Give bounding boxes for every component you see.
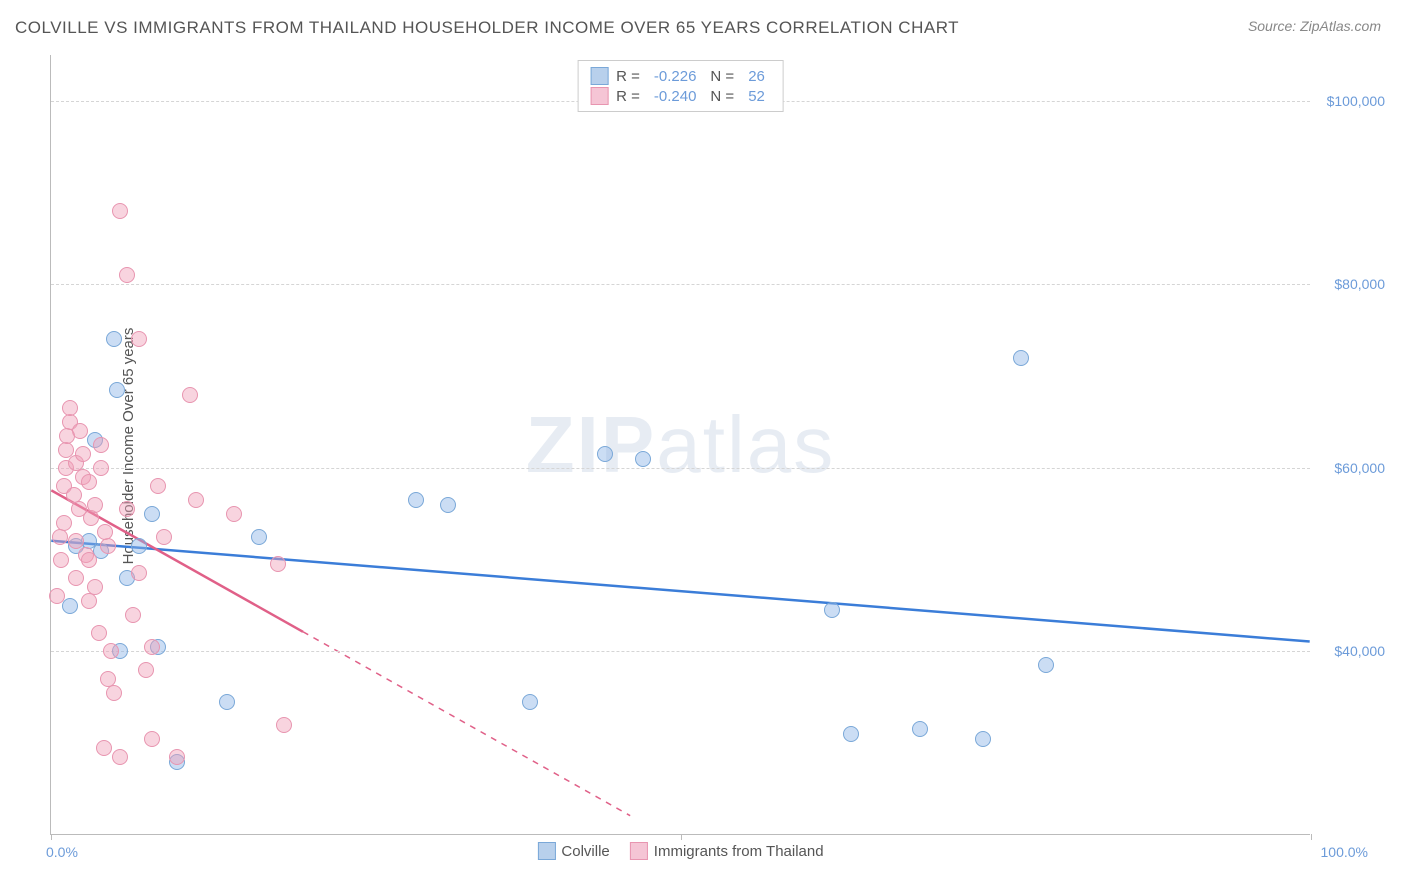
scatter-point [81, 593, 97, 609]
scatter-point [62, 400, 78, 416]
y-tick-label: $80,000 [1334, 276, 1385, 292]
scatter-point [109, 382, 125, 398]
scatter-point [119, 501, 135, 517]
scatter-point [138, 662, 154, 678]
x-tick-mark [51, 834, 52, 840]
watermark: ZIPatlas [526, 399, 835, 491]
scatter-point [843, 726, 859, 742]
scatter-point [597, 446, 613, 462]
scatter-point [106, 685, 122, 701]
chart-plot-area: ZIPatlas R =-0.226N =26R =-0.240N =52 Co… [50, 55, 1310, 835]
scatter-point [912, 721, 928, 737]
scatter-point [131, 331, 147, 347]
scatter-point [156, 529, 172, 545]
scatter-point [59, 428, 75, 444]
scatter-point [93, 437, 109, 453]
scatter-point [270, 556, 286, 572]
scatter-point [68, 570, 84, 586]
scatter-point [97, 524, 113, 540]
scatter-point [87, 579, 103, 595]
legend-series: Colville Immigrants from Thailand [537, 842, 823, 860]
gridline [51, 468, 1310, 469]
legend-series-item: Immigrants from Thailand [630, 842, 824, 860]
scatter-point [144, 639, 160, 655]
x-tick-mark [1311, 834, 1312, 840]
x-tick-label: 100.0% [1321, 844, 1368, 860]
y-tick-label: $100,000 [1327, 93, 1385, 109]
scatter-point [119, 267, 135, 283]
legend-swatch [590, 67, 608, 85]
y-tick-label: $60,000 [1334, 460, 1385, 476]
scatter-point [100, 538, 116, 554]
scatter-point [1038, 657, 1054, 673]
legend-correlation-row: R =-0.226N =26 [590, 66, 771, 86]
scatter-point [188, 492, 204, 508]
legend-series-item: Colville [537, 842, 609, 860]
scatter-point [93, 460, 109, 476]
scatter-point [91, 625, 107, 641]
scatter-point [96, 740, 112, 756]
scatter-point [83, 510, 99, 526]
scatter-point [52, 529, 68, 545]
chart-title: COLVILLE VS IMMIGRANTS FROM THAILAND HOU… [15, 18, 959, 38]
scatter-point [408, 492, 424, 508]
legend-correlation-row: R =-0.240N =52 [590, 86, 771, 106]
scatter-point [131, 538, 147, 554]
scatter-point [106, 331, 122, 347]
scatter-point [103, 643, 119, 659]
trend-lines-layer [51, 55, 1310, 834]
scatter-point [144, 731, 160, 747]
scatter-point [81, 552, 97, 568]
scatter-point [1013, 350, 1029, 366]
scatter-point [975, 731, 991, 747]
legend-correlation: R =-0.226N =26R =-0.240N =52 [577, 60, 784, 112]
scatter-point [112, 749, 128, 765]
x-tick-mark [681, 834, 682, 840]
scatter-point [226, 506, 242, 522]
scatter-point [49, 588, 65, 604]
scatter-point [112, 203, 128, 219]
scatter-point [219, 694, 235, 710]
scatter-point [75, 446, 91, 462]
scatter-point [131, 565, 147, 581]
chart-source: Source: ZipAtlas.com [1248, 18, 1381, 34]
scatter-point [522, 694, 538, 710]
scatter-point [87, 497, 103, 513]
scatter-point [81, 474, 97, 490]
scatter-point [150, 478, 166, 494]
scatter-point [182, 387, 198, 403]
scatter-point [635, 451, 651, 467]
y-tick-label: $40,000 [1334, 643, 1385, 659]
gridline [51, 284, 1310, 285]
scatter-point [53, 552, 69, 568]
legend-swatch [537, 842, 555, 860]
scatter-point [440, 497, 456, 513]
scatter-point [824, 602, 840, 618]
legend-swatch [590, 87, 608, 105]
legend-swatch [630, 842, 648, 860]
scatter-point [144, 506, 160, 522]
x-tick-label: 0.0% [46, 844, 78, 860]
scatter-point [169, 749, 185, 765]
scatter-point [125, 607, 141, 623]
scatter-point [251, 529, 267, 545]
gridline [51, 651, 1310, 652]
scatter-point [276, 717, 292, 733]
